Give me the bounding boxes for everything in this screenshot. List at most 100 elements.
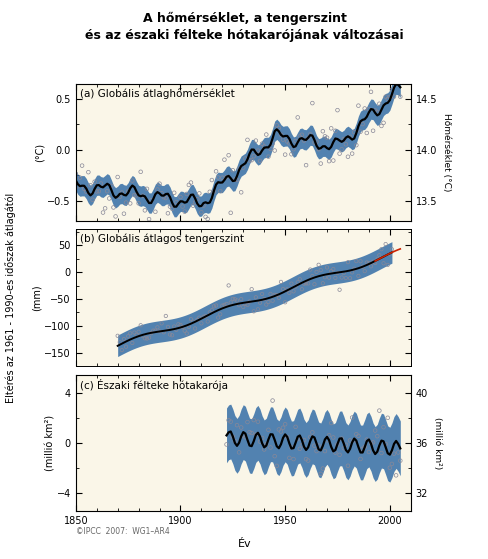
Point bbox=[283, 433, 290, 442]
Point bbox=[78, 161, 86, 170]
Point bbox=[364, 258, 372, 267]
Text: ©IPCC  2007:  WG1–AR4: ©IPCC 2007: WG1–AR4 bbox=[76, 527, 169, 536]
Point bbox=[111, 212, 119, 221]
Point bbox=[312, 447, 320, 456]
Point bbox=[277, 427, 285, 436]
Point bbox=[172, 325, 180, 334]
Text: Eltérés az 1961 - 1990-es időszak átlagától: Eltérés az 1961 - 1990-es időszak átlagá… bbox=[5, 192, 16, 403]
Point bbox=[184, 323, 192, 331]
Point bbox=[205, 187, 213, 196]
Point bbox=[285, 139, 293, 148]
Point bbox=[245, 156, 253, 165]
Point bbox=[370, 426, 378, 435]
Point bbox=[251, 293, 259, 302]
Point bbox=[266, 145, 274, 154]
Point bbox=[354, 272, 362, 281]
Point bbox=[199, 201, 207, 210]
Y-axis label: (mm): (mm) bbox=[31, 285, 41, 311]
Point bbox=[381, 240, 389, 249]
Point bbox=[335, 149, 343, 158]
Point bbox=[262, 300, 270, 309]
Point bbox=[247, 285, 255, 293]
Point bbox=[331, 448, 339, 457]
Point bbox=[306, 433, 314, 442]
Point bbox=[174, 320, 182, 329]
Point bbox=[120, 209, 127, 218]
Point bbox=[333, 106, 341, 115]
Point bbox=[383, 260, 391, 269]
Point bbox=[151, 207, 159, 216]
Point bbox=[362, 435, 370, 444]
Point bbox=[218, 173, 226, 182]
Point bbox=[293, 113, 301, 122]
Point bbox=[308, 98, 316, 107]
Point bbox=[166, 330, 174, 339]
Point bbox=[101, 204, 109, 213]
Point bbox=[76, 173, 84, 182]
Point bbox=[281, 298, 288, 307]
Point bbox=[212, 167, 220, 176]
Point bbox=[218, 301, 226, 310]
Point bbox=[203, 317, 211, 326]
Point bbox=[270, 146, 278, 155]
Point bbox=[84, 168, 92, 177]
Point bbox=[370, 259, 378, 268]
Point bbox=[318, 127, 326, 136]
Point bbox=[256, 157, 264, 165]
Point bbox=[235, 301, 243, 310]
Point bbox=[114, 331, 122, 340]
Point bbox=[158, 189, 165, 198]
Point bbox=[312, 267, 320, 276]
Point bbox=[287, 443, 295, 452]
Point bbox=[235, 164, 243, 173]
Point bbox=[228, 165, 236, 174]
Point bbox=[132, 191, 140, 200]
Point bbox=[331, 273, 339, 282]
Y-axis label: (millió km²): (millió km²) bbox=[45, 415, 55, 471]
Point bbox=[344, 461, 351, 470]
Point bbox=[176, 320, 184, 329]
Point bbox=[228, 295, 236, 304]
Point bbox=[210, 302, 218, 311]
Point bbox=[391, 471, 399, 480]
Point bbox=[195, 313, 203, 322]
Point bbox=[116, 192, 123, 201]
Point bbox=[283, 137, 290, 146]
Point bbox=[139, 191, 146, 200]
Point bbox=[385, 250, 393, 259]
Point bbox=[352, 141, 360, 150]
Point bbox=[251, 136, 259, 145]
Point bbox=[247, 429, 255, 438]
Point bbox=[230, 295, 238, 304]
Point bbox=[264, 152, 272, 161]
Point bbox=[245, 297, 253, 306]
Point bbox=[155, 327, 163, 336]
Point bbox=[247, 156, 255, 165]
Point bbox=[268, 396, 276, 405]
Point bbox=[220, 155, 228, 164]
Point bbox=[326, 419, 334, 428]
Text: A hőmérséklet, a tengerszint
és az északi félteke hótakarójának változásai: A hőmérséklet, a tengerszint és az észak… bbox=[85, 12, 403, 42]
Point bbox=[326, 124, 334, 133]
Point bbox=[396, 456, 404, 465]
Point bbox=[274, 425, 282, 434]
Point bbox=[118, 188, 125, 197]
Text: (c) Északi félteke hótakarója: (c) Északi félteke hótakarója bbox=[80, 378, 227, 391]
Point bbox=[297, 440, 305, 449]
Point bbox=[372, 107, 380, 116]
Point bbox=[289, 287, 297, 296]
Point bbox=[339, 444, 347, 453]
Point bbox=[323, 436, 330, 445]
Point bbox=[160, 193, 167, 202]
Point bbox=[153, 185, 161, 194]
Point bbox=[258, 290, 265, 299]
Point bbox=[86, 181, 94, 190]
Point bbox=[349, 436, 357, 445]
Point bbox=[93, 187, 101, 196]
Point bbox=[300, 435, 307, 444]
Point bbox=[260, 295, 267, 304]
Point bbox=[272, 461, 280, 470]
Point bbox=[233, 176, 241, 184]
Point bbox=[163, 209, 171, 218]
Point bbox=[379, 119, 386, 127]
